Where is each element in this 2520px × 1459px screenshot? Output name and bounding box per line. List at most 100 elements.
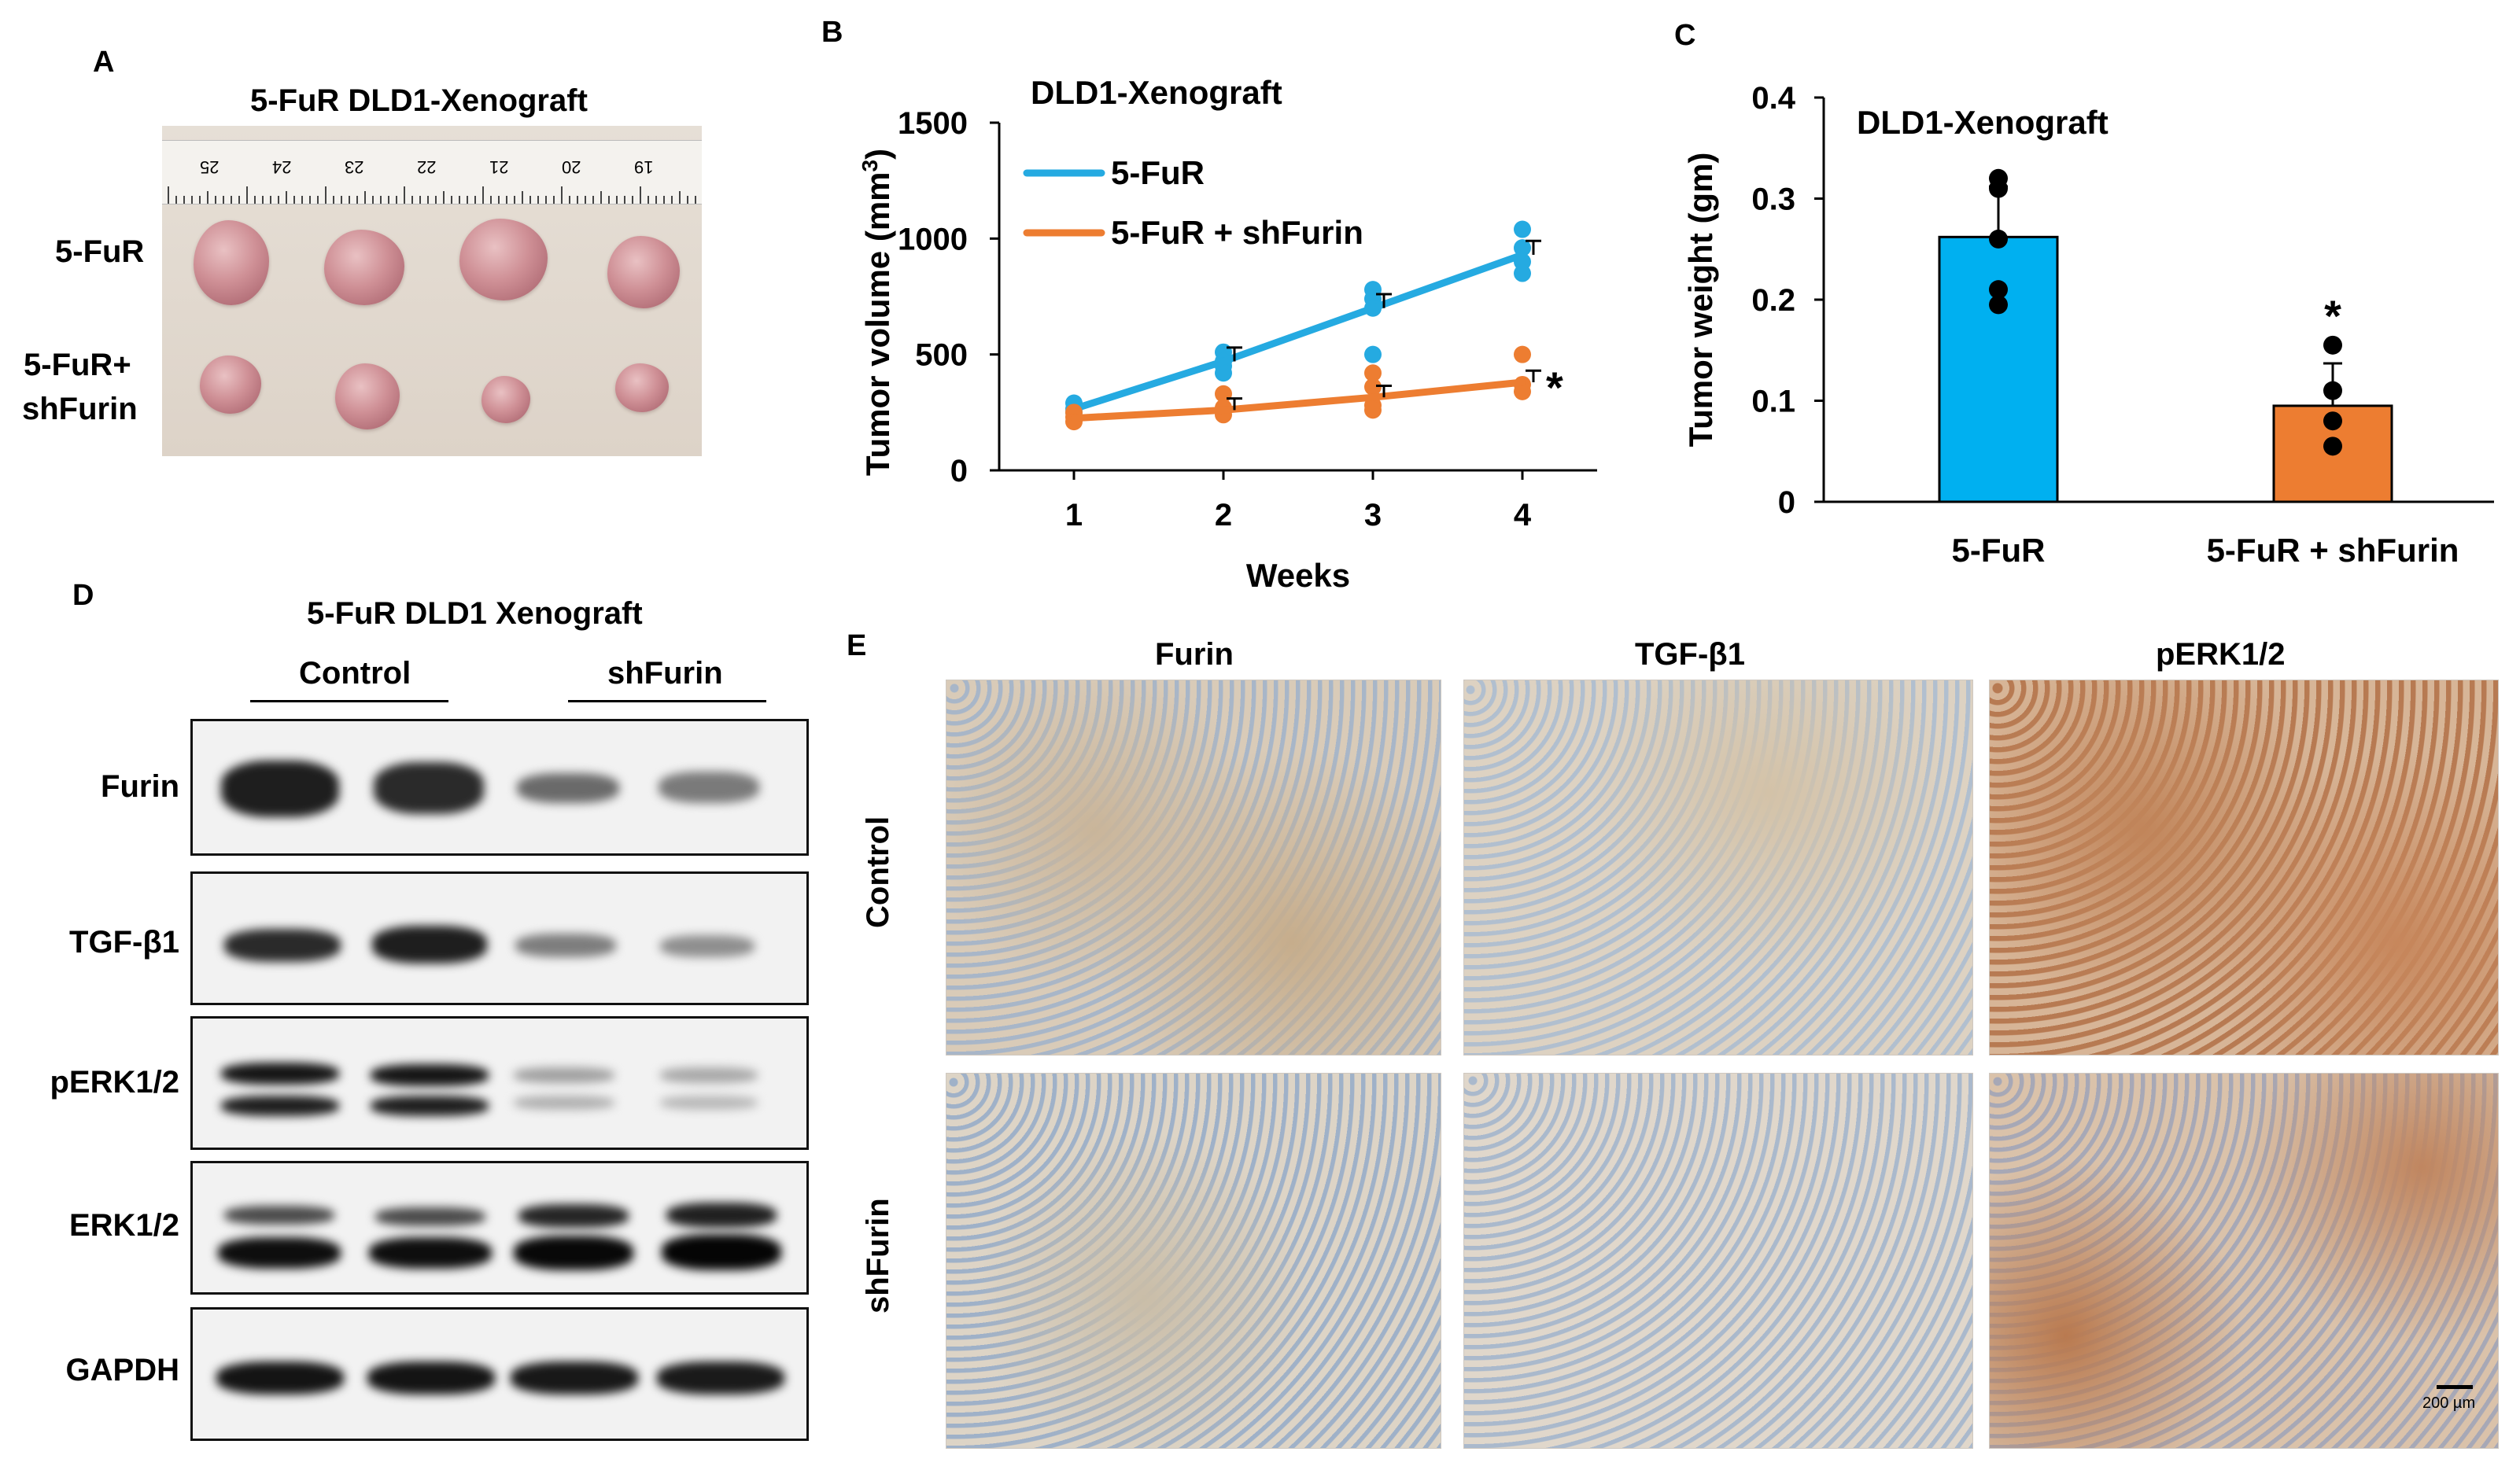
data-point xyxy=(1514,220,1531,238)
ihc-shfurin-furin xyxy=(946,1073,1441,1449)
tumor-5fur-3 xyxy=(459,219,548,300)
y-tick-label: 0 xyxy=(1778,485,1795,520)
ihc-control-tgfb1 xyxy=(1463,680,1973,1056)
panel-a-row-label-5fur: 5-FuR xyxy=(55,234,145,269)
data-point xyxy=(1514,239,1531,257)
y-tick-label: 1000 xyxy=(898,222,968,256)
y-axis-label: Tumor volume (mm3) xyxy=(858,149,897,476)
blot-label-perk: pERK1/2 xyxy=(50,1065,180,1100)
band xyxy=(514,1067,614,1083)
panel-a-letter: A xyxy=(93,46,115,79)
data-point xyxy=(2323,437,2342,456)
x-axis-label: Weeks xyxy=(1246,557,1350,594)
band xyxy=(515,934,616,957)
tumor-5fur-4 xyxy=(607,236,680,308)
data-point xyxy=(1364,364,1382,382)
band xyxy=(514,1096,614,1110)
data-point xyxy=(2323,381,2342,400)
y-tick-label: 500 xyxy=(915,338,968,373)
ihc-control-furin xyxy=(946,680,1441,1056)
y-axis-label: Tumor weight (gm) xyxy=(1682,153,1719,448)
tumor-5fur-1 xyxy=(194,220,269,305)
data-point xyxy=(1989,280,2008,300)
data-point xyxy=(2323,411,2342,431)
ihc-col-furin: Furin xyxy=(1155,637,1234,672)
panel-d-group-shfurin: shFurin xyxy=(607,656,723,691)
ruler-num-6: 20 xyxy=(562,157,581,177)
blot-gapdh xyxy=(190,1307,809,1441)
band xyxy=(221,761,339,817)
blot-perk xyxy=(190,1016,809,1150)
band xyxy=(224,929,341,962)
x-tick-label: 5-FuR + shFurin xyxy=(2207,532,2459,569)
x-tick-label: 3 xyxy=(1364,498,1382,532)
blot-label-furin: Furin xyxy=(101,769,179,804)
band xyxy=(657,1361,784,1395)
blot-tgfb1 xyxy=(190,871,809,1005)
band xyxy=(666,1203,777,1228)
band xyxy=(374,762,484,814)
data-point xyxy=(1364,345,1382,363)
data-point xyxy=(1215,364,1232,382)
blot-label-tgfb1: TGF-β1 xyxy=(69,925,179,960)
blot-label-erk: ERK1/2 xyxy=(68,1208,179,1243)
series-line xyxy=(1070,251,1526,413)
y-tick-label: 0 xyxy=(950,454,968,488)
band xyxy=(662,1234,781,1270)
tumor-shfurin-3 xyxy=(481,376,530,423)
ihc-shfurin-perk: 200 µm xyxy=(1989,1073,2499,1449)
band xyxy=(224,1206,334,1225)
ihc-col-perk: pERK1/2 xyxy=(2156,637,2286,672)
ruler-num-3: 23 xyxy=(345,157,364,177)
band xyxy=(518,1204,629,1228)
y-tick-label: 0.4 xyxy=(1751,81,1795,116)
scale-bar-label: 200 µm xyxy=(2422,1395,2476,1412)
band xyxy=(216,1361,344,1395)
data-point xyxy=(1514,382,1531,400)
x-tick-label: 2 xyxy=(1215,498,1232,532)
blot-erk xyxy=(190,1161,809,1295)
y-tick-label: 0.2 xyxy=(1751,283,1795,318)
shfurin-group-underline xyxy=(568,700,766,702)
panel-d-letter: D xyxy=(72,579,94,612)
band xyxy=(367,1361,495,1395)
band xyxy=(371,1096,489,1116)
tumor-photo: 25 24 23 22 21 20 19 xyxy=(162,126,704,456)
data-point xyxy=(1989,229,2008,249)
tumor-5fur-2 xyxy=(324,230,404,305)
band xyxy=(218,1237,341,1269)
tumor-shfurin-4 xyxy=(615,363,669,412)
data-point xyxy=(1514,264,1531,282)
ruler-num-4: 22 xyxy=(417,157,437,177)
ihc-col-tgfb1: TGF-β1 xyxy=(1635,637,1745,672)
ihc-control-perk xyxy=(1989,680,2499,1056)
band xyxy=(371,1064,489,1086)
y-tick-label: 1500 xyxy=(898,106,968,141)
blot-label-gapdh: GAPDH xyxy=(65,1353,179,1387)
panel-e-letter: E xyxy=(847,629,867,662)
legend-label: 5-FuR xyxy=(1111,154,1205,191)
ruler-ticks xyxy=(168,186,704,204)
data-point xyxy=(1989,179,2008,198)
y-tick-label: 0.1 xyxy=(1751,385,1795,419)
x-tick-label: 4 xyxy=(1514,498,1532,532)
legend-label: 5-FuR + shFurin xyxy=(1111,214,1363,251)
panel-d-title: 5-FuR DLD1 Xenograft xyxy=(307,596,643,631)
ihc-row-shfurin: shFurin xyxy=(861,1198,895,1313)
band xyxy=(659,772,759,803)
data-point xyxy=(1364,401,1382,419)
ruler-num-5: 21 xyxy=(489,157,509,177)
band xyxy=(660,1067,758,1083)
scale-bar-line xyxy=(2437,1385,2473,1389)
y-tick-label: 0.3 xyxy=(1751,182,1795,217)
ihc-shfurin-tgfb1 xyxy=(1463,1073,1973,1449)
line-chart: 0 500 1000 1500 1 2 3 4 Weeks Tumor volume (mm3) D… xyxy=(858,74,1597,594)
band xyxy=(375,1207,485,1226)
band xyxy=(660,935,755,957)
data-point xyxy=(1989,295,2008,315)
panel-c-letter: C xyxy=(1674,19,1696,52)
series-line xyxy=(1070,378,1526,422)
blot-furin xyxy=(190,719,809,856)
panel-a-row-label-shfurin: shFurin xyxy=(22,392,138,426)
band xyxy=(372,926,487,963)
